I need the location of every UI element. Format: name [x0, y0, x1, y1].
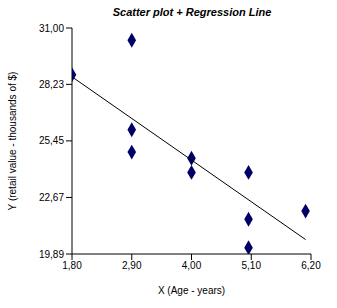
- svg-text:31,00: 31,00: [39, 23, 64, 34]
- svg-text:1,80: 1,80: [62, 260, 82, 271]
- svg-text:22,67: 22,67: [39, 192, 64, 203]
- svg-text:X (Age - years): X (Age - years): [158, 285, 225, 296]
- svg-text:Y (retail value - thousands of: Y (retail value - thousands of $): [8, 72, 18, 211]
- svg-text:4,00: 4,00: [182, 260, 202, 271]
- svg-text:5,10: 5,10: [242, 260, 262, 271]
- svg-text:19,89: 19,89: [39, 249, 64, 260]
- html-text:Scatter plot + Regression Line: Scatter plot + Regression Line: [112, 6, 272, 18]
- svg-text:2,90: 2,90: [122, 260, 142, 271]
- svg-text:28,23: 28,23: [39, 79, 64, 90]
- svg-text:6,20: 6,20: [301, 260, 321, 271]
- svg-text:25,45: 25,45: [39, 135, 64, 146]
